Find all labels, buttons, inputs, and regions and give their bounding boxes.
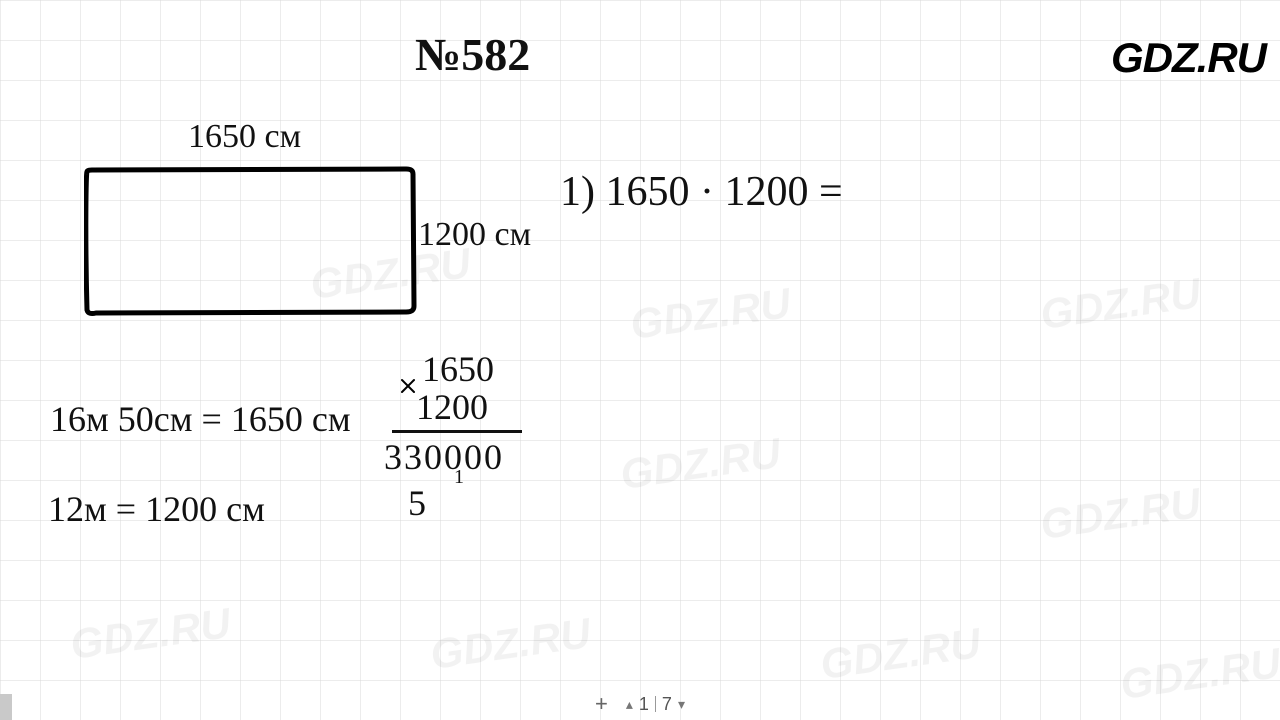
mult-result: 330000 — [384, 436, 504, 478]
graph-grid — [0, 0, 1280, 720]
problem-number: №582 — [415, 28, 530, 81]
mult-bottom: 1200 — [416, 386, 488, 428]
mult-carry: 1 — [454, 466, 464, 489]
step-1-equation: 1) 1650 · 1200 = — [560, 168, 843, 216]
rect-height-label: 1200 см — [418, 216, 531, 254]
total-pages: 7 — [662, 694, 672, 715]
conversion-1: 16м 50см = 1650 см — [50, 398, 351, 440]
prev-page-button[interactable]: ▴ — [626, 696, 633, 713]
page-navigator: + ▴ 1 7 ▾ — [0, 688, 1280, 720]
rectangle-sketch — [84, 166, 424, 322]
mult-extra: 5 — [408, 482, 426, 524]
site-logo: GDZ.RU — [1111, 34, 1266, 82]
add-page-button[interactable]: + — [595, 691, 608, 717]
conversion-2: 12м = 1200 см — [48, 488, 265, 530]
current-page: 1 — [639, 694, 649, 715]
next-page-button[interactable]: ▾ — [678, 696, 685, 713]
page-sep — [655, 696, 656, 712]
rect-width-label: 1650 см — [188, 118, 301, 156]
mult-rule — [392, 430, 522, 433]
mult-top: 1650 — [422, 348, 494, 390]
